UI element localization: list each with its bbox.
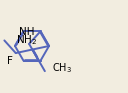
Text: F: F [7,56,12,66]
Text: NH: NH [19,27,35,37]
Text: CH$_3$: CH$_3$ [52,61,72,75]
Text: NH$_2$: NH$_2$ [16,34,38,47]
